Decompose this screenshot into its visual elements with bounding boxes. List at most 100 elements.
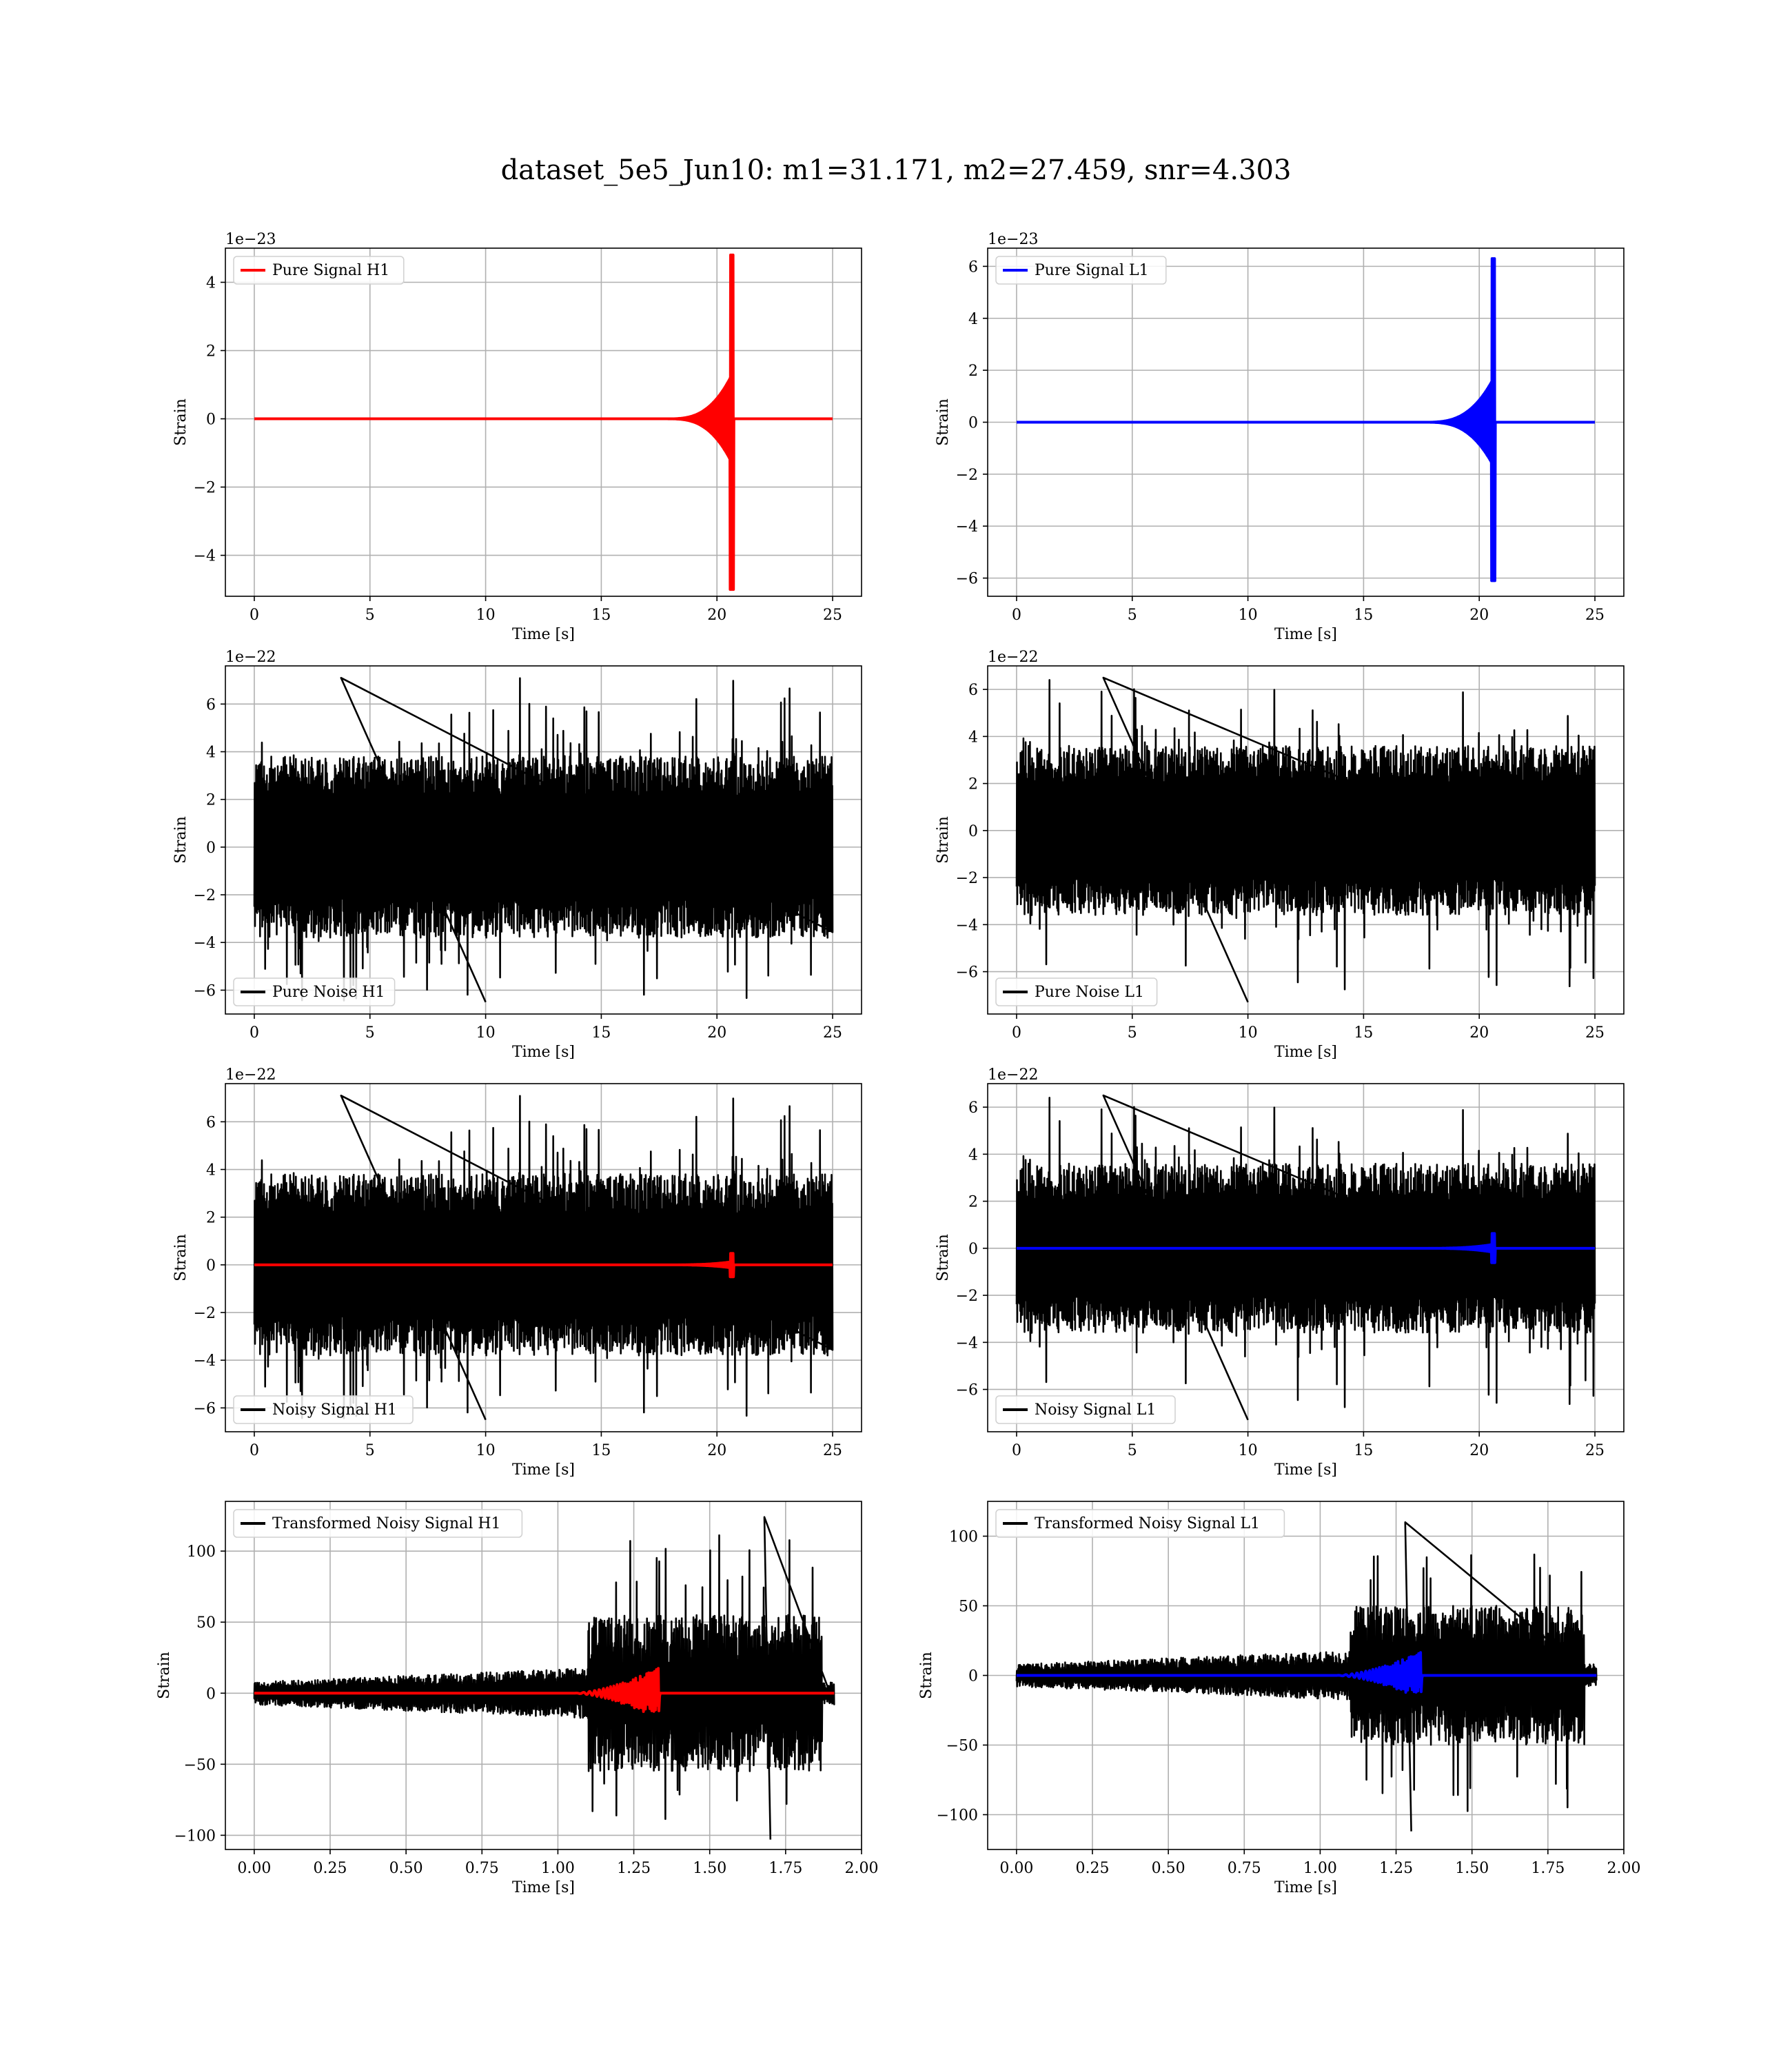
x-tick-label: 15 <box>1354 607 1373 624</box>
x-tick-label: 5 <box>1128 1442 1137 1459</box>
x-tick-label: 0.75 <box>465 1860 499 1877</box>
transformed-noisy-signal-l1-series-1-line <box>1015 1651 1598 1694</box>
axes-frame <box>225 1083 862 1432</box>
y-tick-label: −4 <box>956 1335 978 1352</box>
pure-signal-l1-series-0-line <box>1015 257 1596 582</box>
pure-signal-l1-legend: Pure Signal L1 <box>995 256 1167 285</box>
pure-signal-h1-series-0-line <box>253 253 834 591</box>
y-tick-label: 2 <box>206 792 216 809</box>
y-tick-label: 4 <box>206 1162 216 1179</box>
offset-text: 1e−22 <box>225 649 276 666</box>
transformed-noisy-signal-l1-axes: 0.00 0.25 0.50 0.75 1.00 1.25 1.50 1.75 2.00 −100… <box>918 1501 1640 1896</box>
offset-text: 1e−23 <box>225 231 276 248</box>
y-tick-label: −2 <box>956 870 978 887</box>
legend-label: Noisy Signal H1 <box>272 1401 397 1419</box>
y-axis-label: Strain <box>172 398 190 446</box>
x-tick-label: 10 <box>476 1442 496 1459</box>
x-tick-label: 15 <box>1354 1024 1373 1042</box>
y-tick-label: −100 <box>937 1807 978 1825</box>
offset-text: 1e−22 <box>988 649 1038 666</box>
legend-label: Transformed Noisy Signal L1 <box>1035 1515 1260 1532</box>
x-axis-label: Time [s] <box>512 626 575 643</box>
x-tick-label: 1.75 <box>768 1860 802 1877</box>
x-tick-label: 2.00 <box>845 1860 879 1877</box>
x-tick-label: 5 <box>365 1024 375 1042</box>
legend-label: Pure Noise H1 <box>272 984 385 1001</box>
pure-noise-h1-series-0-line <box>253 676 834 1003</box>
y-tick-label: 2 <box>968 363 978 380</box>
pure-noise-l1-legend: Pure Noise L1 <box>995 977 1158 1006</box>
x-tick-label: 20 <box>1469 607 1489 624</box>
x-tick-label: 1.00 <box>541 1860 575 1877</box>
x-axis-label: Time [s] <box>1274 626 1337 643</box>
y-tick-label: 2 <box>206 343 216 361</box>
legend-label: Pure Signal L1 <box>1035 262 1149 279</box>
x-tick-label: 25 <box>823 1442 842 1459</box>
y-tick-label: −6 <box>956 1382 978 1399</box>
x-tick-label: 0.00 <box>237 1860 271 1877</box>
y-tick-label: 0 <box>206 840 216 857</box>
y-tick-label: 4 <box>968 311 978 328</box>
y-tick-label: −2 <box>194 887 216 904</box>
x-tick-label: 1.25 <box>1379 1860 1413 1877</box>
noisy-signal-h1-legend: Noisy Signal H1 <box>233 1395 414 1424</box>
y-axis-label: Strain <box>935 816 952 864</box>
y-tick-label: −2 <box>956 467 978 484</box>
y-tick-label: 6 <box>968 682 978 699</box>
x-axis-label: Time [s] <box>1274 1461 1337 1479</box>
y-axis-label: Strain <box>935 1234 952 1281</box>
legend-box <box>233 977 396 1006</box>
y-axis-label: Strain <box>172 816 190 864</box>
noisy-signal-l1-axes: 0 5 10 15 20 25 −6 −4 −2 0 2 4 6 Time [s] Strain 1e−22 N… <box>935 1066 1625 1479</box>
y-tick-label: −4 <box>956 518 978 536</box>
y-tick-label: 2 <box>968 1194 978 1211</box>
axes-frame <box>225 665 862 1015</box>
y-tick-label: 6 <box>206 696 216 713</box>
x-axis-label: Time [s] <box>1274 1044 1337 1061</box>
y-tick-label: 0 <box>206 1257 216 1275</box>
axes-frame <box>987 665 1625 1015</box>
legend-box <box>233 1509 523 1538</box>
x-tick-label: 1.75 <box>1531 1860 1565 1877</box>
legend-box <box>233 256 405 285</box>
y-tick-label: −6 <box>956 964 978 982</box>
pure-noise-h1-axes: 0 5 10 15 20 25 −6 −4 −2 0 2 4 6 Time [s] Strain 1e−22 P… <box>172 649 862 1061</box>
y-tick-label: 0 <box>206 412 216 429</box>
legend-box <box>995 1395 1176 1424</box>
x-tick-label: 0.25 <box>314 1860 347 1877</box>
pure-noise-h1-legend: Pure Noise H1 <box>233 977 396 1006</box>
y-axis-label: Strain <box>156 1652 173 1699</box>
x-tick-label: 1.25 <box>617 1860 651 1877</box>
x-tick-label: 0.00 <box>999 1860 1033 1877</box>
x-tick-label: 0.75 <box>1228 1860 1261 1877</box>
pure-noise-l1-series-0-line <box>1015 676 1596 1003</box>
x-tick-label: 20 <box>1469 1024 1489 1042</box>
pure-signal-h1-axes: 0 5 10 15 20 25 −4 −2 0 2 4 Time [s] Strain 1e−23 Pure… <box>172 231 862 643</box>
transformed-noisy-signal-h1-axes: 0.00 0.25 0.50 0.75 1.00 1.25 1.50 1.75 2.00 −100… <box>156 1501 878 1896</box>
y-tick-label: −100 <box>174 1827 216 1845</box>
y-tick-label: 4 <box>968 1146 978 1164</box>
y-tick-label: −50 <box>946 1738 978 1755</box>
noisy-signal-h1-axes: 0 5 10 15 20 25 −6 −4 −2 0 2 4 6 Time [s] Strain 1e−22 N… <box>172 1066 862 1479</box>
legend-box <box>233 1395 414 1424</box>
x-tick-label: 0.50 <box>1152 1860 1185 1877</box>
x-tick-label: 0 <box>250 1024 259 1042</box>
x-tick-label: 1.50 <box>693 1860 726 1877</box>
x-tick-label: 10 <box>476 607 496 624</box>
x-axis-label: Time [s] <box>512 1044 575 1061</box>
legend-label: Transformed Noisy Signal H1 <box>272 1515 501 1532</box>
x-tick-label: 15 <box>591 1442 611 1459</box>
figure-title: dataset_5e5_Jun10: m1=31.171, m2=27.459,… <box>500 154 1292 186</box>
legend-label: Noisy Signal L1 <box>1035 1401 1156 1419</box>
x-tick-label: 25 <box>1585 1442 1605 1459</box>
x-tick-label: 10 <box>1239 1024 1258 1042</box>
y-tick-label: 0 <box>968 415 978 432</box>
legend-label: Pure Signal H1 <box>272 262 389 279</box>
y-tick-label: −2 <box>956 1288 978 1305</box>
x-tick-label: 5 <box>365 607 375 624</box>
x-axis-label: Time [s] <box>512 1879 575 1896</box>
y-tick-label: 2 <box>206 1210 216 1227</box>
transformed-noisy-signal-h1-series-0-line <box>253 1516 835 1840</box>
y-tick-label: 4 <box>206 744 216 762</box>
y-tick-label: 0 <box>968 823 978 840</box>
